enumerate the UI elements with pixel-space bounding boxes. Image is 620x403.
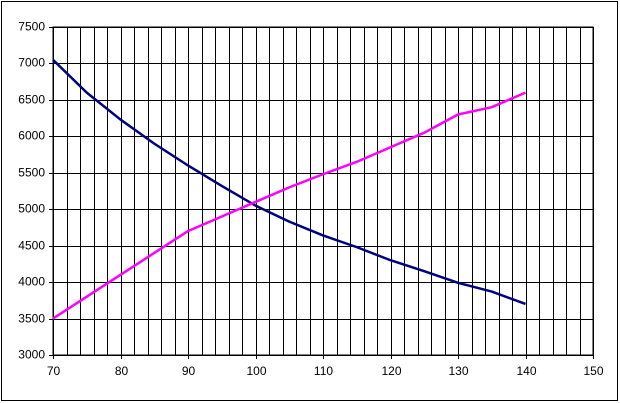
x-tick-label: 130 xyxy=(448,364,468,378)
y-tick-label: 3500 xyxy=(18,312,45,326)
series-line xyxy=(52,58,526,306)
y-tick-label: 5500 xyxy=(18,166,45,180)
series-line xyxy=(52,91,526,320)
x-tick-label: 90 xyxy=(182,364,196,378)
x-tick-label: 80 xyxy=(115,364,129,378)
y-tick-label: 3000 xyxy=(18,348,45,362)
y-tick-label: 7500 xyxy=(18,20,45,34)
x-tick-label: 120 xyxy=(381,364,401,378)
x-tick-label: 110 xyxy=(314,364,333,378)
x-tick-label: 70 xyxy=(47,364,61,378)
y-tick-label: 4500 xyxy=(18,239,45,253)
y-tick-label: 4000 xyxy=(18,275,45,289)
x-tick-label: 150 xyxy=(583,364,603,378)
y-tick-label: 7000 xyxy=(18,56,45,70)
x-tick-label: 100 xyxy=(246,364,266,378)
y-tick-label: 6000 xyxy=(18,129,45,143)
y-tick-label: 5000 xyxy=(18,202,45,216)
y-tick-label: 6500 xyxy=(18,93,45,107)
x-tick-label: 140 xyxy=(516,364,536,378)
